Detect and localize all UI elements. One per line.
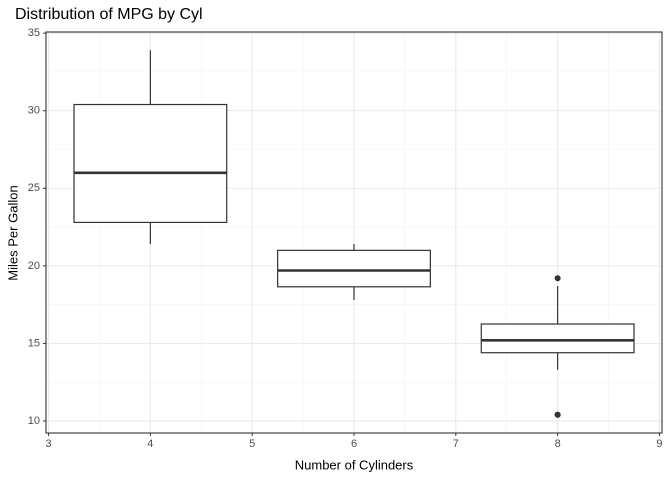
x-tick-label: 6 <box>351 438 357 450</box>
outlier <box>554 275 561 282</box>
y-tick-label: 10 <box>28 415 40 427</box>
x-tick-label: 5 <box>249 438 255 450</box>
y-tick-label: 20 <box>28 260 40 272</box>
box <box>480 323 635 354</box>
y-tick-label: 15 <box>28 337 40 349</box>
outlier <box>554 411 561 418</box>
box <box>73 103 228 224</box>
x-tick-label: 7 <box>453 438 459 450</box>
y-tick-label: 30 <box>28 105 40 117</box>
y-axis-label: Miles Per Gallon <box>5 185 20 280</box>
x-tick-label: 3 <box>45 438 51 450</box>
y-tick-label: 35 <box>28 27 40 39</box>
x-axis-label: Number of Cylinders <box>295 457 414 472</box>
panel-border <box>45 31 663 434</box>
x-tick-label: 4 <box>147 438 153 450</box>
box <box>277 249 431 288</box>
x-tick-label: 8 <box>555 438 561 450</box>
y-tick-label: 25 <box>28 182 40 194</box>
chart-title: Distribution of MPG by Cyl <box>15 6 203 23</box>
x-tick-label: 9 <box>656 438 662 450</box>
